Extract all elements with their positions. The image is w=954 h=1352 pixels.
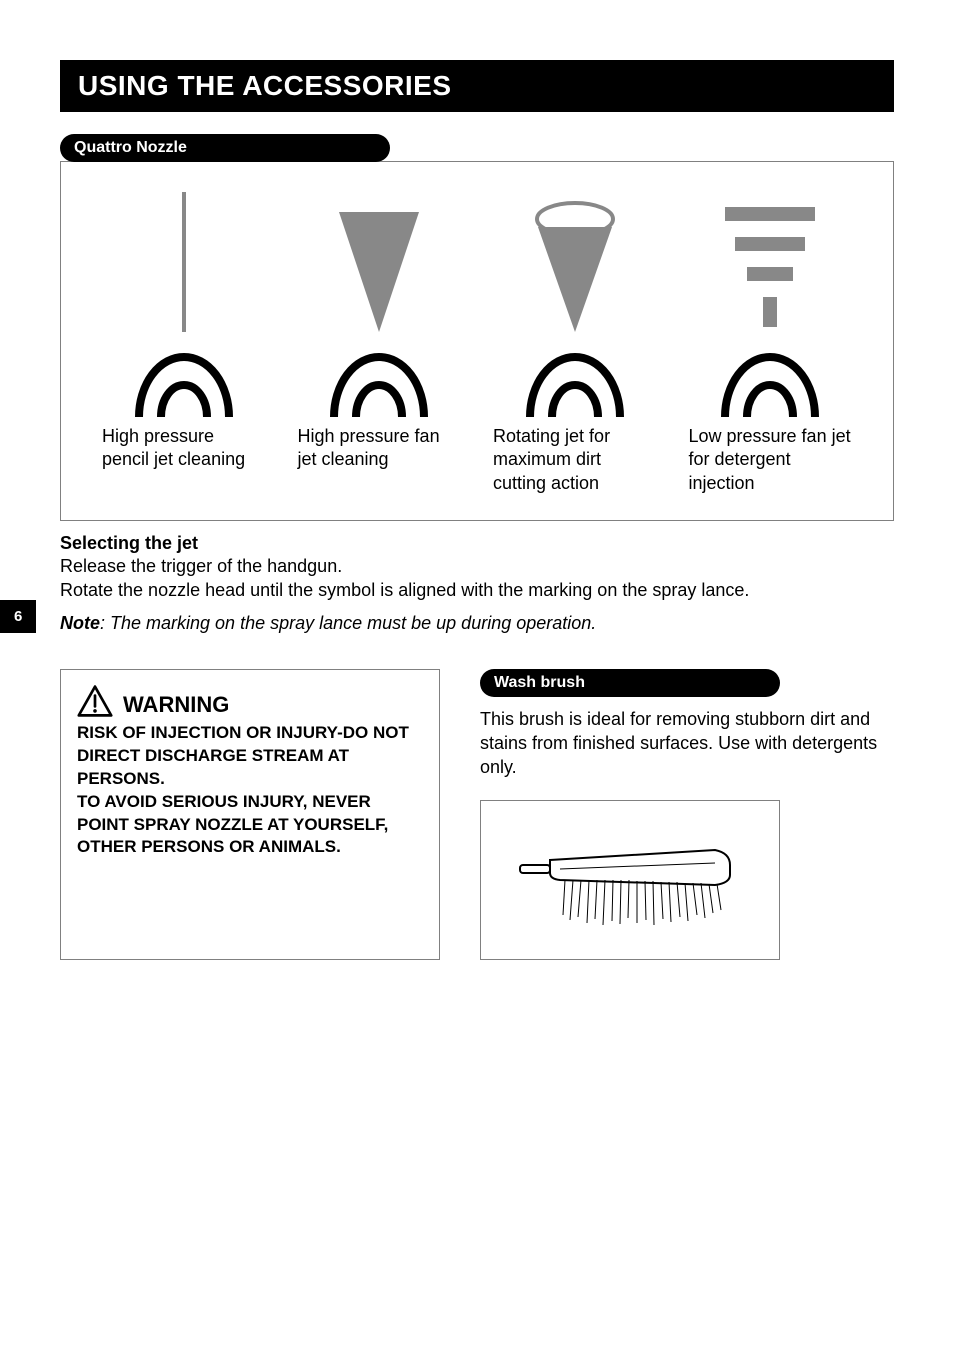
- low-pressure-fan-icon: [705, 187, 835, 417]
- note-label: Note: [60, 613, 100, 633]
- warning-icon: [77, 684, 113, 718]
- note-line: Note: The marking on the spray lance mus…: [60, 613, 894, 634]
- section-pill-wash: Wash brush: [480, 669, 780, 697]
- nozzle-item: Rotating jet for maximum dirt cutting ac…: [487, 187, 663, 495]
- warning-text: RISK OF INJECTION OR INJURY-DO NOT DIREC…: [77, 722, 423, 860]
- note-text: : The marking on the spray lance must be…: [100, 613, 596, 633]
- nozzle-caption: High pressure fan jet cleaning: [292, 425, 468, 472]
- wash-text: This brush is ideal for removing stubbor…: [480, 707, 894, 780]
- pencil-jet-icon: [119, 187, 249, 417]
- nozzle-item: Low pressure fan jet for detergent injec…: [683, 187, 859, 495]
- warning-box: WARNING RISK OF INJECTION OR INJURY-DO N…: [60, 669, 440, 960]
- nozzle-item: High pressure fan jet cleaning: [292, 187, 468, 495]
- nozzle-caption: High pressure pencil jet cleaning: [96, 425, 272, 472]
- selecting-line1: Release the trigger of the handgun.: [60, 554, 894, 578]
- brush-icon: [515, 825, 745, 935]
- nozzle-caption: Low pressure fan jet for detergent injec…: [683, 425, 859, 495]
- selecting-block: Selecting the jet Release the trigger of…: [60, 533, 894, 603]
- brush-illustration: [480, 800, 780, 960]
- nozzle-item: High pressure pencil jet cleaning: [96, 187, 272, 495]
- fan-jet-icon: [314, 187, 444, 417]
- selecting-heading: Selecting the jet: [60, 533, 894, 554]
- section-pill-quattro: Quattro Nozzle: [60, 134, 390, 162]
- warning-label: WARNING: [123, 692, 229, 718]
- selecting-line2: Rotate the nozzle head until the symbol …: [60, 578, 894, 602]
- page-title: USING THE ACCESSORIES: [60, 60, 894, 112]
- nozzle-caption: Rotating jet for maximum dirt cutting ac…: [487, 425, 663, 495]
- rotating-jet-icon: [510, 187, 640, 417]
- quattro-diagram: High pressure pencil jet cleaning High p…: [60, 161, 894, 521]
- page-number: 6: [0, 600, 36, 633]
